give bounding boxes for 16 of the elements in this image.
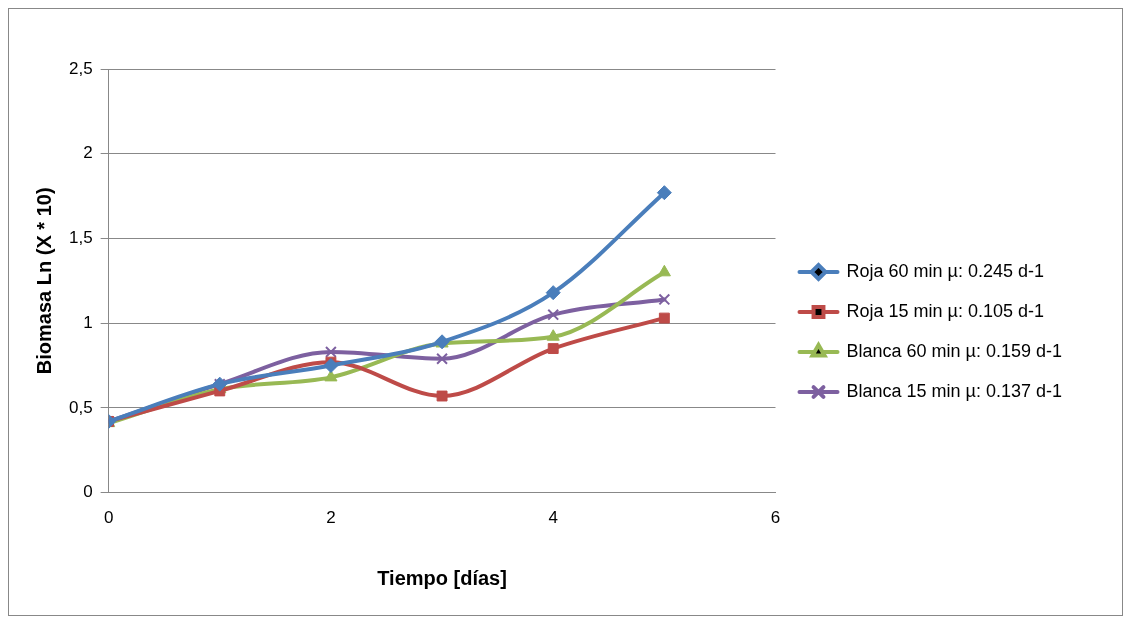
y-tick-label: 1: [83, 312, 93, 332]
x-tick-label: 6: [770, 508, 781, 528]
y-tick-label: 2: [83, 143, 93, 163]
y-axis-title: Biomasa Ln (X * 10): [32, 187, 55, 375]
y-tick-label: 0,5: [68, 397, 93, 417]
x-tick-label: 0: [103, 508, 114, 528]
y-tick-label: 1,5: [68, 228, 93, 248]
x-tick-label: 2: [326, 508, 336, 528]
legend-label: Blanca 15 min µ: 0.137 d-1: [846, 380, 1062, 401]
legend-label: Roja 15 min µ: 0.105 d-1: [846, 300, 1044, 321]
y-tick-label: 2,5: [68, 58, 93, 78]
x-tick-label: 4: [548, 508, 558, 528]
legend-label: Roja 60 min µ: 0.245 d-1: [846, 260, 1044, 281]
y-tick-label: 0: [83, 482, 93, 502]
x-axis-title: Tiempo [días]: [377, 566, 507, 589]
legend-label: Blanca 60 min µ: 0.159 d-1: [846, 340, 1062, 361]
